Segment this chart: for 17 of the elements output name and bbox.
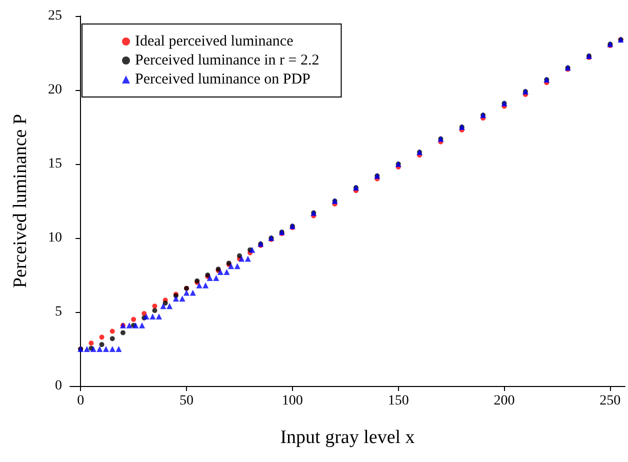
x-axis-title: Input gray level x [280, 427, 416, 448]
x-tick-label: 0 [77, 394, 84, 408]
legend-label: Ideal perceived luminance [135, 34, 294, 50]
y-tick-label: 0 [55, 378, 62, 394]
legend-label: Perceived luminance in r = 2.2 [135, 52, 320, 68]
y-tick-label: 5 [55, 304, 62, 320]
legend-label: Perceived luminance on PDP [135, 72, 310, 88]
y-tick-label: 10 [48, 230, 62, 246]
y-axis-title: Perceived luminance P [10, 114, 31, 288]
y-tick-label: 15 [48, 156, 62, 172]
x-tick-label: 250 [600, 394, 621, 408]
x-tick-label: 100 [282, 394, 303, 408]
x-tick-label: 200 [494, 394, 515, 408]
x-tick-label: 150 [388, 394, 409, 408]
x-tick-label: 50 [180, 394, 194, 408]
y-tick-label: 25 [48, 8, 62, 24]
y-tick-label: 20 [48, 82, 62, 98]
